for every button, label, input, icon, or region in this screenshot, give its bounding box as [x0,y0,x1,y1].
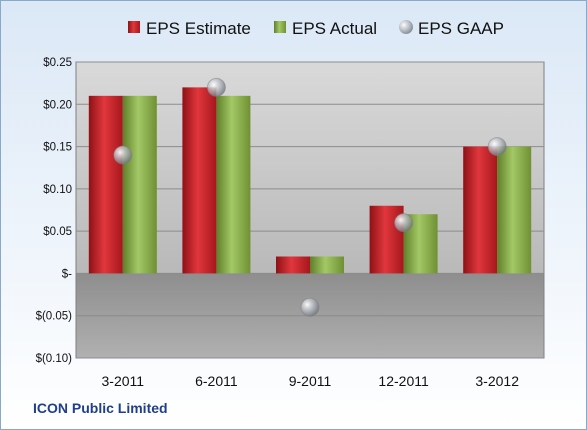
legend-label-actual: EPS Actual [292,19,377,38]
actual-bar [310,256,344,274]
gaap-marker [113,145,133,165]
legend-swatch-actual [274,21,286,33]
y-tick-label: $(0.05) [36,311,73,323]
actual-bar [497,146,532,274]
gaap-marker [300,297,320,317]
estimate-bar [182,87,217,274]
y-tick-label: $0.10 [43,184,72,196]
estimate-bar [276,256,310,274]
y-tick-label: $(0.10) [36,353,73,365]
gaap-marker [206,77,226,97]
actual-bar [216,95,251,274]
x-tick-label: 3-2012 [475,373,519,389]
company-name: ICON Public Limited [33,400,168,416]
legend-marker-gaap [399,20,413,34]
y-tick-label: $0.05 [43,226,72,238]
estimate-bar [463,146,498,274]
x-axis: 3-2011 6-2011 9-2011 12-2011 3-2012 [102,373,520,389]
gaap-marker [487,137,507,157]
estimate-bar [88,95,123,274]
bars [88,87,532,274]
legend-label-estimate: EPS Estimate [146,19,251,38]
x-tick-label: 12-2011 [378,373,429,389]
actual-bar [122,95,157,274]
y-tick-label: $0.20 [43,99,72,111]
gaap-markers [113,77,507,317]
gaap-marker [394,213,414,233]
x-tick-label: 9-2011 [289,373,332,389]
y-tick-label: $- [62,268,72,280]
y-tick-label: $0.25 [43,57,72,69]
legend-swatch-estimate [128,21,140,33]
y-axis: $0.25 $0.20 $0.15 $0.10 $0.05 $- $(0.05) $(0.10… [36,57,73,365]
x-tick-label: 6-2011 [195,373,238,389]
y-tick-label: $0.15 [43,142,72,154]
legend-label-gaap: EPS GAAP [418,19,504,38]
x-tick-label: 3-2011 [102,373,145,389]
legend: EPS Estimate EPS Actual EPS GAAP [128,19,504,38]
